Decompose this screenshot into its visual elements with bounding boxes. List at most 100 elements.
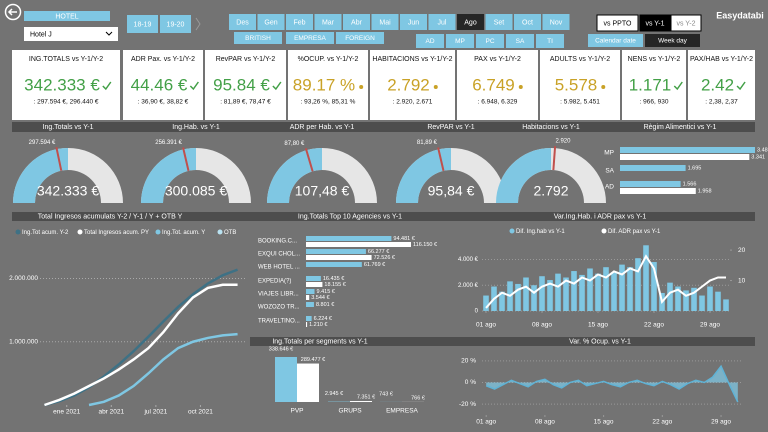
bar-label: 116.150 € <box>413 242 437 248</box>
year-button[interactable] <box>160 15 191 33</box>
month-button[interactable] <box>286 14 313 30</box>
compare-button[interactable] <box>639 14 671 32</box>
gauge-target-label: 81,89 € <box>417 140 438 146</box>
regime-button[interactable] <box>476 34 504 48</box>
regime-button[interactable] <box>416 34 444 48</box>
month-button[interactable] <box>371 14 399 30</box>
regime-button[interactable] <box>506 34 534 48</box>
kpi-icon <box>272 81 282 91</box>
gauge-target <box>552 146 557 171</box>
chart-title: Ing.Totals Top 10 Agencies vs Y-1 <box>298 213 402 220</box>
series-line <box>44 283 238 407</box>
bar <box>620 165 686 171</box>
kpi-compare: : 6.948, 6.329 <box>478 99 518 106</box>
compare-button[interactable] <box>596 14 639 32</box>
kpi-title: %OCUP. vs Y-1/Y-2 <box>298 56 359 63</box>
y-tick-label: 2.000.000 <box>9 275 38 282</box>
compare-button-label: vs Y-1 <box>645 20 664 27</box>
category-label: TRAVELTINO... <box>258 319 300 325</box>
x-tick-label: 15 ago <box>594 419 614 426</box>
month-button[interactable] <box>343 14 370 30</box>
x-tick-label: abr 2021 <box>98 409 124 416</box>
date-mode-button[interactable] <box>645 34 700 47</box>
bar-label: 72.526 € <box>374 255 395 261</box>
x-tick-label: 29 ago <box>700 322 720 329</box>
bar <box>555 273 561 311</box>
bar <box>306 289 315 294</box>
month-button[interactable] <box>314 14 342 30</box>
series-line <box>88 332 238 407</box>
kpi-title: ING.TOTALS vs Y-1/Y-2 <box>29 56 103 63</box>
legend-marker <box>155 229 161 235</box>
legend-label: Ing.Tot. acum. Y <box>162 230 205 236</box>
date-mode-button[interactable] <box>588 34 643 47</box>
year-button-label: 19-20 <box>167 21 185 28</box>
compare-button[interactable] <box>670 14 702 32</box>
y-tick-label: -20 % <box>459 401 476 408</box>
legend-marker <box>77 229 83 235</box>
month-button[interactable] <box>457 14 484 30</box>
kpi-compare: : 93,26 %, 85,31 % <box>301 99 356 106</box>
series-line <box>485 254 726 309</box>
back-button[interactable] <box>4 3 22 21</box>
bar <box>571 271 577 311</box>
bar-label: 3.488 <box>757 147 768 153</box>
bar <box>611 272 617 311</box>
bar <box>539 276 545 311</box>
gauge-target-label: 297.594 € <box>29 140 56 146</box>
bar-label: 3.544 € <box>311 295 329 301</box>
gauge-value: 342.333 € <box>37 183 99 199</box>
hotel-dropdown-value: Hotel J <box>30 31 52 38</box>
month-button[interactable] <box>229 14 256 30</box>
x-tick-label: ene 2021 <box>53 409 80 416</box>
regime-button[interactable] <box>446 34 474 48</box>
bar-label: 743 € <box>379 391 393 397</box>
chart-title: Total Ingresos acumulats Y-2 / Y-1 / Y +… <box>38 213 183 220</box>
regime-button[interactable] <box>536 34 564 48</box>
bar <box>691 287 697 311</box>
segment-button[interactable] <box>234 32 282 44</box>
chart-title: Ing.Totals per segments vs Y-1 <box>272 338 367 345</box>
bar <box>587 268 593 311</box>
x-tick-label: 01 ago <box>476 419 496 426</box>
kpi-value: 6.749 <box>472 75 515 94</box>
month-button-label: Mar <box>322 19 335 26</box>
bar <box>275 357 297 402</box>
month-button[interactable] <box>428 14 456 30</box>
month-button-label: Feb <box>293 19 305 26</box>
gauge-fill <box>267 148 322 203</box>
segment-button[interactable] <box>336 32 384 44</box>
month-button[interactable] <box>257 14 285 30</box>
bar <box>675 286 681 311</box>
y2-tick-label: 20 <box>738 247 746 254</box>
month-button-label: Nov <box>550 19 563 26</box>
gauge-title: RevPAR vs Y-1 <box>427 124 474 131</box>
y-tick-label: 20 % <box>461 358 476 365</box>
month-button[interactable] <box>400 14 427 30</box>
month-button-label: Abr <box>351 19 363 26</box>
hotel-dropdown[interactable] <box>24 27 118 41</box>
month-button-label: Ago <box>464 19 477 26</box>
gauge-target <box>304 148 314 172</box>
bar-label: 6.224 € <box>314 316 332 322</box>
year-button[interactable] <box>127 15 158 33</box>
bar <box>579 274 585 311</box>
bar <box>306 262 362 267</box>
bar <box>306 282 323 287</box>
month-button[interactable] <box>485 14 513 30</box>
segment-button-label: FOREIGN <box>345 35 375 42</box>
gauge-target-label: 2.920 <box>555 139 571 145</box>
category-label: SA <box>605 168 614 175</box>
gauge-fill <box>396 148 451 203</box>
bar <box>723 299 729 311</box>
bar <box>707 286 713 311</box>
segment-button[interactable] <box>286 32 334 44</box>
kpi-icon <box>433 85 438 89</box>
month-button[interactable] <box>514 14 541 30</box>
month-button[interactable] <box>542 14 570 30</box>
kpi-title: ADR Pax. vs Y-1/Y-2 <box>131 56 195 63</box>
kpi-title: PAX/HAB vs Y-1/Y-2 <box>690 56 753 63</box>
kpi-card <box>688 50 755 120</box>
kpi-compare: : 2.920, 2.671 <box>393 99 433 106</box>
bar <box>619 264 625 311</box>
